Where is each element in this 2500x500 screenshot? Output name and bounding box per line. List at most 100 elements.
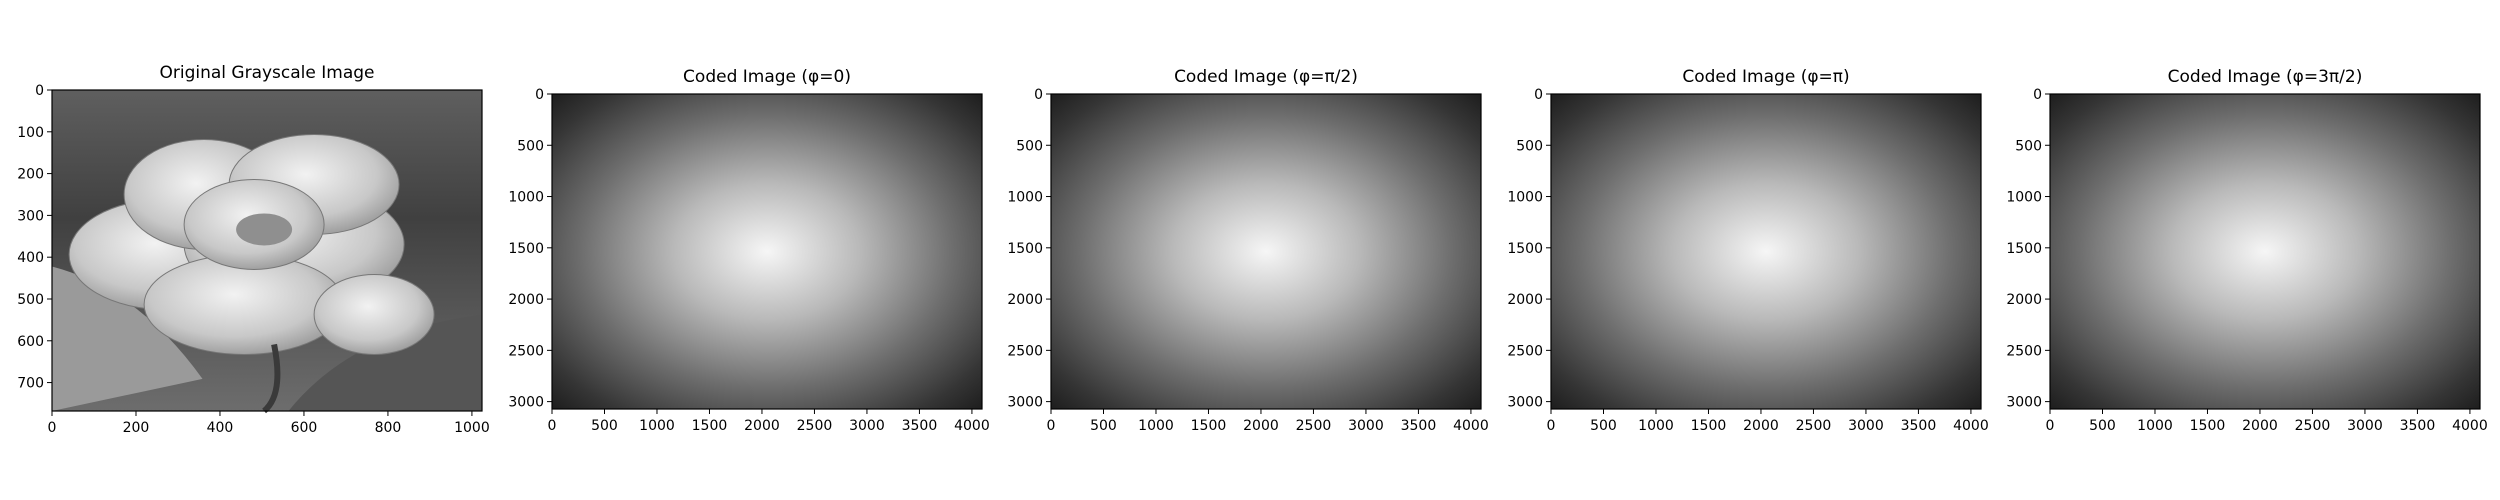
chart-panel-2: Coded Image (φ=0) 0 500 1000 1500 2000 2500 300… bbox=[508, 67, 989, 434]
y-tick-label: 500 bbox=[1016, 138, 1043, 154]
y-tick-label: 200 bbox=[17, 167, 44, 183]
coded-image bbox=[2050, 94, 2480, 409]
y-tick-label: 0 bbox=[2033, 87, 2042, 103]
y-tick-label: 2000 bbox=[1007, 292, 1043, 308]
x-tick-label: 1500 bbox=[1691, 418, 1727, 434]
y-tick-label: 500 bbox=[17, 292, 44, 308]
x-tick-label: 3000 bbox=[1848, 418, 1884, 434]
y-tick-label: 3000 bbox=[2006, 395, 2042, 411]
x-tick-label: 2000 bbox=[1743, 418, 1779, 434]
y-tick-label: 2000 bbox=[2006, 292, 2042, 308]
x-tick-label: 3000 bbox=[2347, 418, 2383, 434]
y-tick-label: 2000 bbox=[1507, 292, 1543, 308]
y-tick-label: 1500 bbox=[2006, 241, 2042, 257]
x-tick-label: 0 bbox=[548, 418, 557, 434]
y-tick-label: 300 bbox=[17, 208, 44, 224]
y-tick-label: 2000 bbox=[508, 292, 544, 308]
x-tick-label: 600 bbox=[291, 420, 318, 436]
panel-title: Original Grayscale Image bbox=[159, 63, 374, 83]
x-tick-label: 3000 bbox=[849, 418, 885, 434]
x-tick-label: 500 bbox=[591, 418, 618, 434]
y-tick-label: 0 bbox=[1534, 87, 1543, 103]
y-tick-label: 2500 bbox=[1507, 343, 1543, 359]
x-tick-label: 500 bbox=[1090, 418, 1117, 434]
coded-image bbox=[1051, 94, 1481, 409]
panel-title: Coded Image (φ=π/2) bbox=[1174, 67, 1358, 87]
x-tick-label: 1000 bbox=[2137, 418, 2173, 434]
y-tick-label: 1000 bbox=[1507, 190, 1543, 206]
y-tick-label: 1000 bbox=[508, 190, 544, 206]
rose-stem bbox=[262, 343, 281, 414]
axes-frame bbox=[551, 93, 983, 410]
panel-title: Coded Image (φ=π) bbox=[1682, 67, 1849, 87]
y-tick-label: 500 bbox=[517, 138, 544, 154]
y-tick-label: 1500 bbox=[508, 241, 544, 257]
x-tick-label: 2500 bbox=[1296, 418, 1332, 434]
panel-title: Coded Image (φ=3π/2) bbox=[2168, 67, 2363, 87]
coded-image bbox=[552, 94, 982, 409]
y-tick-label: 2500 bbox=[2006, 343, 2042, 359]
x-tick-label: 800 bbox=[375, 420, 402, 436]
x-tick-label: 1500 bbox=[1191, 418, 1227, 434]
y-tick-label: 600 bbox=[17, 334, 44, 350]
y-tick-label: 1000 bbox=[2006, 190, 2042, 206]
y-tick-label: 100 bbox=[17, 125, 44, 141]
x-tick-label: 3500 bbox=[2400, 418, 2436, 434]
axes-frame bbox=[51, 89, 483, 412]
x-tick-label: 4000 bbox=[954, 418, 990, 434]
chart-panel-3: Coded Image (φ=π/2) 0 500 1000 1500 2000 2500 3… bbox=[1007, 67, 1488, 434]
y-tick-label: 400 bbox=[17, 250, 44, 266]
chart-panel-4: Coded Image (φ=π) 0 500 1000 1500 2000 2500 300… bbox=[1507, 67, 1988, 434]
x-tick-label: 1000 bbox=[1138, 418, 1174, 434]
y-tick-label: 1500 bbox=[1007, 241, 1043, 257]
x-tick-label: 400 bbox=[207, 420, 234, 436]
coded-image bbox=[1551, 94, 1981, 409]
panel-title: Coded Image (φ=0) bbox=[683, 67, 851, 87]
y-tick-label: 3000 bbox=[508, 395, 544, 411]
y-tick-label: 3000 bbox=[1007, 395, 1043, 411]
y-tick-label: 3000 bbox=[1507, 395, 1543, 411]
x-tick-label: 4000 bbox=[1453, 418, 1489, 434]
x-tick-label: 0 bbox=[1047, 418, 1056, 434]
x-tick-label: 3500 bbox=[1901, 418, 1937, 434]
x-tick-label: 200 bbox=[123, 420, 150, 436]
axes-frame bbox=[2049, 93, 2481, 410]
x-tick-label: 4000 bbox=[2452, 418, 2488, 434]
x-tick-label: 500 bbox=[2089, 418, 2116, 434]
rose-petal bbox=[313, 273, 435, 355]
x-tick-label: 2000 bbox=[2242, 418, 2278, 434]
y-tick-label: 2500 bbox=[508, 343, 544, 359]
x-tick-label: 2000 bbox=[744, 418, 780, 434]
y-tick-label: 2500 bbox=[1007, 343, 1043, 359]
y-tick-label: 0 bbox=[35, 83, 44, 99]
y-tick-label: 700 bbox=[17, 376, 44, 392]
x-tick-label: 3500 bbox=[902, 418, 938, 434]
y-tick-label: 1000 bbox=[1007, 190, 1043, 206]
rose-center bbox=[236, 213, 293, 246]
chart-panel-5: Coded Image (φ=3π/2) 0 500 1000 1500 2000 2500… bbox=[2006, 67, 2487, 434]
x-tick-label: 1000 bbox=[639, 418, 675, 434]
x-tick-label: 0 bbox=[2046, 418, 2055, 434]
chart-panel-1: Original Grayscale Image 0 200 400 600 800 100… bbox=[17, 63, 489, 436]
photo-pavement bbox=[52, 266, 203, 411]
photo-leaves bbox=[288, 314, 482, 411]
axes-frame bbox=[1050, 93, 1482, 410]
y-tick-label: 1500 bbox=[1507, 241, 1543, 257]
x-tick-label: 1000 bbox=[1638, 418, 1674, 434]
x-tick-label: 1500 bbox=[2190, 418, 2226, 434]
x-tick-label: 2500 bbox=[1796, 418, 1832, 434]
x-tick-label: 2500 bbox=[2295, 418, 2331, 434]
y-tick-label: 0 bbox=[535, 87, 544, 103]
x-tick-label: 3000 bbox=[1348, 418, 1384, 434]
x-tick-label: 1500 bbox=[692, 418, 728, 434]
x-tick-label: 0 bbox=[1547, 418, 1556, 434]
x-tick-label: 2500 bbox=[797, 418, 833, 434]
y-tick-label: 500 bbox=[1516, 138, 1543, 154]
x-tick-label: 1000 bbox=[454, 420, 490, 436]
axes-frame bbox=[1550, 93, 1982, 410]
x-tick-label: 2000 bbox=[1243, 418, 1279, 434]
y-tick-label: 500 bbox=[2015, 138, 2042, 154]
x-tick-label: 0 bbox=[48, 420, 57, 436]
x-tick-label: 4000 bbox=[1953, 418, 1989, 434]
